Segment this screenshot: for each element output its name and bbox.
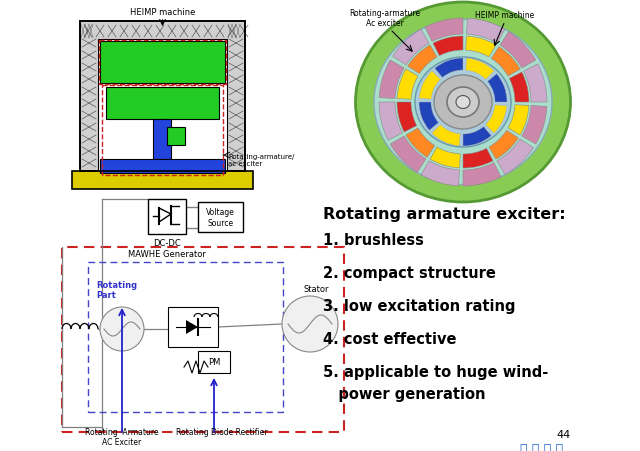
Wedge shape <box>379 61 404 99</box>
Bar <box>88 262 283 412</box>
Text: DC-DC
MAWHE Generator: DC-DC MAWHE Generator <box>128 239 206 258</box>
Text: Rotating armature exciter:: Rotating armature exciter: <box>323 207 566 221</box>
Wedge shape <box>406 129 435 158</box>
Text: Rotating
Part: Rotating Part <box>96 281 137 300</box>
Wedge shape <box>463 149 493 169</box>
Bar <box>168 307 218 347</box>
Polygon shape <box>80 22 245 172</box>
Text: 5. applicable to huge wind-: 5. applicable to huge wind- <box>323 364 548 379</box>
Ellipse shape <box>456 96 470 109</box>
Wedge shape <box>397 70 418 100</box>
Bar <box>148 199 186 235</box>
Text: HEIMP machine: HEIMP machine <box>476 11 534 20</box>
Wedge shape <box>463 163 501 187</box>
Text: Rotating  Armature
AC Exciter: Rotating Armature AC Exciter <box>85 427 159 446</box>
Wedge shape <box>486 106 507 134</box>
Wedge shape <box>421 161 460 186</box>
Polygon shape <box>72 172 253 189</box>
Wedge shape <box>466 59 494 80</box>
Wedge shape <box>432 125 460 147</box>
Wedge shape <box>500 32 536 69</box>
Text: Rotating-armature
Ac exciter: Rotating-armature Ac exciter <box>349 9 420 28</box>
Wedge shape <box>430 148 460 169</box>
Ellipse shape <box>415 58 511 147</box>
Wedge shape <box>379 103 403 141</box>
Text: 4. cost effective: 4. cost effective <box>323 331 456 346</box>
Ellipse shape <box>434 76 492 130</box>
Text: 仿 真 在 线: 仿 真 在 线 <box>520 442 563 451</box>
Wedge shape <box>463 127 492 147</box>
Text: PM: PM <box>208 358 220 367</box>
Polygon shape <box>167 128 185 146</box>
Wedge shape <box>397 103 417 133</box>
Polygon shape <box>153 120 171 160</box>
Polygon shape <box>100 160 225 174</box>
Polygon shape <box>186 320 198 334</box>
Wedge shape <box>488 74 507 103</box>
Text: 44: 44 <box>556 429 570 439</box>
Wedge shape <box>524 65 547 103</box>
Wedge shape <box>425 19 463 42</box>
Text: Rotating Diode Rectifier: Rotating Diode Rectifier <box>176 427 268 436</box>
Wedge shape <box>433 37 463 56</box>
Wedge shape <box>408 46 437 74</box>
Circle shape <box>282 296 338 352</box>
Text: HEIMP machine: HEIMP machine <box>130 8 195 17</box>
Polygon shape <box>100 42 225 84</box>
Ellipse shape <box>447 88 479 118</box>
Wedge shape <box>419 72 440 100</box>
Text: Voltage
Source: Voltage Source <box>206 208 235 227</box>
Text: 2. compact structure: 2. compact structure <box>323 265 496 281</box>
Wedge shape <box>492 47 520 77</box>
Polygon shape <box>106 88 219 120</box>
Ellipse shape <box>374 20 552 185</box>
Wedge shape <box>392 30 429 66</box>
Text: Rotating-armature/
ac exciter: Rotating-armature/ ac exciter <box>228 154 294 167</box>
Wedge shape <box>435 59 463 78</box>
Polygon shape <box>98 40 227 172</box>
Wedge shape <box>419 103 438 131</box>
Wedge shape <box>489 131 518 160</box>
Wedge shape <box>467 19 505 44</box>
Bar <box>198 351 230 373</box>
Wedge shape <box>522 106 547 145</box>
Circle shape <box>100 307 144 351</box>
Text: 3. low excitation rating: 3. low excitation rating <box>323 299 515 313</box>
Wedge shape <box>497 140 534 175</box>
Text: Stator: Stator <box>303 285 329 293</box>
Text: 1. brushless: 1. brushless <box>323 232 424 248</box>
Ellipse shape <box>355 3 570 202</box>
Bar <box>198 202 243 232</box>
Wedge shape <box>509 73 529 103</box>
Text: power generation: power generation <box>323 386 486 401</box>
Wedge shape <box>466 37 496 58</box>
Wedge shape <box>508 106 529 136</box>
Wedge shape <box>390 137 426 173</box>
Bar <box>62 248 344 432</box>
